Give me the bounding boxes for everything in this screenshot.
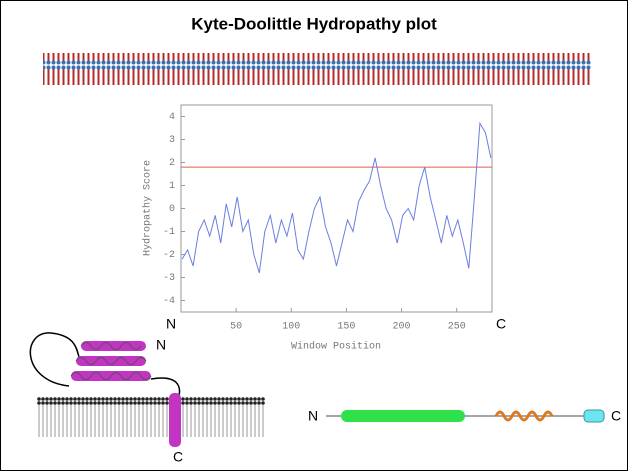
x-tick-label: 100 — [282, 322, 300, 333]
y-tick-label: -1 — [163, 227, 175, 238]
domain-diagram: N C — [308, 408, 621, 424]
y-tick-label: 3 — [169, 135, 175, 146]
data-line — [181, 121, 492, 274]
x-axis-label: Window Position — [291, 341, 381, 353]
helix-c-label: C — [173, 449, 183, 465]
x-tick-label: 150 — [337, 322, 355, 333]
domain-c-label: C — [611, 408, 621, 424]
x-tick-label: 200 — [393, 322, 411, 333]
title: Kyte-Doolittle Hydropathy plot — [191, 14, 437, 33]
n-label: N — [166, 316, 176, 332]
x-tick-label: 250 — [448, 322, 466, 333]
y-tick-label: 1 — [169, 181, 175, 192]
y-tick-label: 2 — [169, 158, 175, 169]
y-tick-label: -2 — [163, 250, 175, 261]
y-tick-label: 0 — [169, 204, 175, 215]
x-tick-label: 50 — [230, 322, 242, 333]
y-tick-label: 4 — [169, 112, 175, 123]
domain-n-label: N — [308, 408, 318, 424]
helix-n-label: N — [156, 337, 166, 353]
c-label: C — [496, 316, 506, 332]
helix-diagram: N C — [29, 332, 265, 465]
y-tick-label: -3 — [163, 273, 175, 284]
y-tick-label: -4 — [163, 296, 175, 307]
membrane-banner — [43, 53, 591, 85]
plot-frame — [180, 104, 493, 313]
y-axis-label: Hydropathy Score — [142, 160, 154, 256]
